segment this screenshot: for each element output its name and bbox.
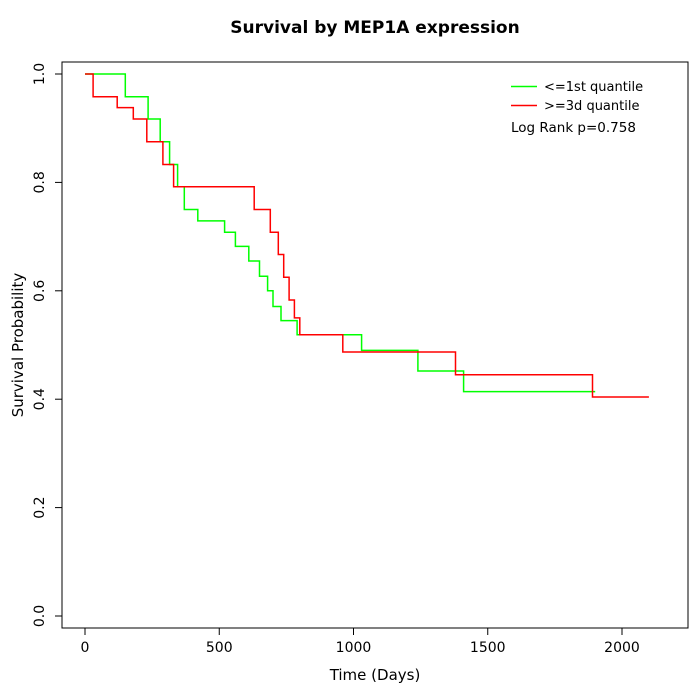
y-tick-label: 0.4 (32, 388, 48, 410)
x-tick-label: 2000 (604, 640, 640, 656)
y-tick-label: 0.2 (32, 496, 48, 518)
chart-title: Survival by MEP1A expression (230, 18, 520, 38)
log-rank-p-value: Log Rank p=0.758 (511, 120, 636, 136)
x-tick-label: 1000 (336, 640, 372, 656)
survival-curve-high-expression (85, 73, 649, 398)
legend-item-first-quantile: <=1st quantile (544, 80, 644, 95)
y-axis-label: Survival Probability (9, 272, 27, 418)
y-tick-label: 0.8 (32, 171, 48, 193)
y-tick-label: 0.0 (32, 605, 48, 627)
y-tick-label: 0.6 (32, 280, 48, 302)
y-tick-label: 1.0 (32, 63, 48, 85)
legend-item-third-quantile: >=3d quantile (544, 99, 640, 114)
x-tick-label: 500 (206, 640, 233, 656)
plot-area-border (61, 61, 689, 629)
x-tick-label: 1500 (470, 640, 506, 656)
x-axis-label: Time (Days) (329, 666, 421, 684)
x-tick-label: 0 (81, 640, 90, 656)
